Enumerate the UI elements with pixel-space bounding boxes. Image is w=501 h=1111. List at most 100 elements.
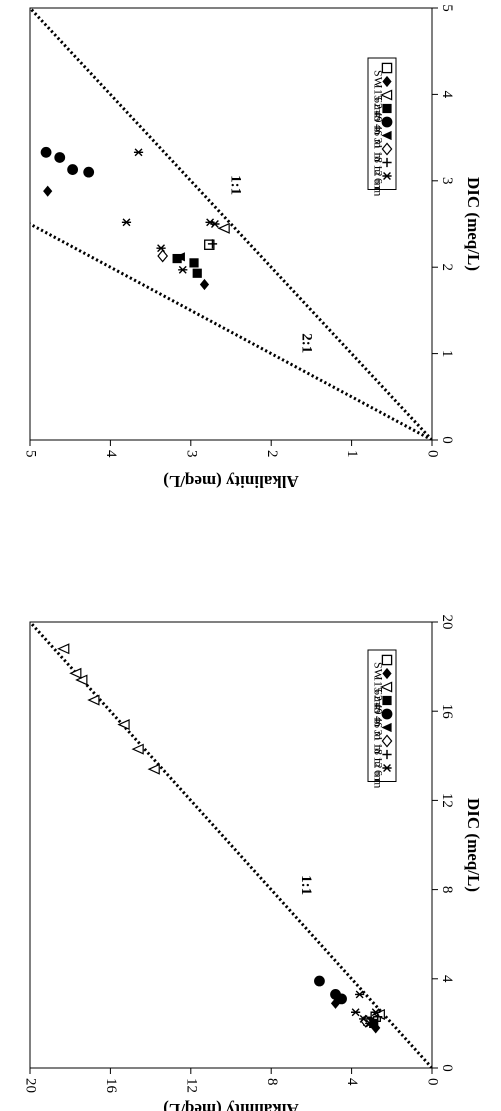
legend-marker (382, 157, 392, 168)
data-points (57, 643, 385, 1034)
point-49-m (189, 258, 199, 268)
legend-label: 49 m (371, 703, 385, 728)
y-tick-label: 5 (23, 450, 39, 458)
y-axis-label: Alkalinity (meq/L) (163, 472, 299, 491)
ratio-label-1-1: 1:1 (227, 175, 243, 195)
x-tick-label: 4 (439, 91, 455, 99)
point-62-m (87, 694, 100, 706)
point-6-m (351, 1008, 361, 1017)
point-62-m (69, 667, 82, 679)
legend-marker (382, 749, 392, 760)
ratio-label-2-1: 2:1 (298, 333, 314, 353)
legend-marker (381, 722, 392, 733)
legend-marker (381, 116, 393, 128)
legend-label: 62 m (371, 689, 385, 714)
y-tick-label: 20 (23, 1078, 39, 1093)
legend-marker (381, 708, 393, 720)
legend-label: 49 m (371, 111, 385, 136)
y-tick-label: 1 (344, 450, 360, 458)
legend-label: 31 m (371, 138, 385, 163)
legend-label: 18 m (371, 743, 385, 768)
y-tick-label: 8 (264, 1078, 280, 1086)
legend-marker (381, 654, 393, 666)
x-tick-label: 0 (439, 436, 455, 444)
ratio-label-1-1: 1:1 (298, 875, 314, 895)
x-tick-label: 5 (439, 4, 455, 12)
legend-marker (382, 667, 392, 680)
legend-marker (381, 142, 393, 156)
legend-marker (381, 62, 393, 74)
legend-marker (382, 172, 392, 180)
point-49-m (172, 253, 182, 264)
legend-label: 115 m (371, 676, 385, 707)
y-tick-label: 4 (344, 1078, 360, 1086)
legend-marker (382, 695, 392, 706)
point-31-m (174, 252, 185, 262)
x-axis-label: DIC (meq/L) (464, 177, 483, 271)
point-6-m (359, 1014, 369, 1023)
legend-label: 12 m (371, 757, 385, 782)
point-46-m (83, 166, 95, 178)
x-tick-label: 16 (439, 704, 455, 720)
legend-label: SW (371, 70, 385, 89)
chart-top: 1:1 2:1 0 1 2 3 4 5 0 1 2 3 4 5 Alkalinity (meq/L) DIC … (23, 4, 484, 491)
y-tick-label: 4 (103, 450, 119, 458)
x-axis-label: DIC (meq/L) (464, 798, 483, 892)
point-115-m (43, 185, 53, 197)
y-tick-label: 2 (264, 450, 280, 458)
point-62-m (75, 674, 88, 686)
point-6-m (355, 990, 365, 999)
legend-marker (381, 734, 393, 748)
x-tick-label: 3 (439, 177, 455, 185)
legend-label: 31 m (371, 730, 385, 755)
legend-label: 6 m (371, 770, 385, 789)
legend-label: 46 m (371, 716, 385, 741)
point-62-m (147, 763, 160, 775)
point-62-m (117, 719, 130, 731)
point-SW (204, 239, 215, 250)
y-tick-label: 0 (425, 1078, 441, 1086)
plot-frame (29, 621, 433, 1069)
legend-marker (379, 89, 393, 101)
legend-label: 115 m (371, 84, 385, 115)
point-6-m (365, 1019, 375, 1028)
legend-marker (382, 75, 392, 88)
legend-label: 12 m (371, 165, 385, 190)
point-49-m (192, 268, 202, 278)
point-62-m (217, 222, 230, 234)
point-12-m (207, 239, 218, 249)
legend-label: 6 m (371, 178, 385, 197)
legend-label: 62 m (371, 97, 385, 122)
legend-label: 46 m (371, 124, 385, 149)
x-tick-label: 4 (439, 975, 455, 983)
x-tick-label: 8 (439, 886, 455, 894)
ratio-line-1-1 (30, 8, 432, 440)
legend-marker (379, 681, 393, 693)
x-tick-label: 20 (439, 615, 455, 630)
data-points (40, 146, 230, 291)
point-6-m (133, 148, 144, 157)
point-115-m (199, 278, 210, 291)
legend-label: SW (371, 662, 385, 681)
point-6-m (210, 220, 220, 228)
legend-marker (382, 764, 392, 772)
ratio-line-2-1 (30, 222, 432, 440)
y-tick-label: 0 (425, 450, 441, 458)
y-tick-label: 12 (183, 1078, 199, 1093)
point-46-m (314, 975, 325, 987)
point-62-m (131, 743, 144, 755)
point-6-m (121, 218, 132, 227)
point-46-m (40, 146, 52, 158)
x-tick-label: 2 (439, 263, 455, 271)
x-tick-label: 0 (439, 1064, 455, 1072)
point-46-m (54, 152, 66, 163)
point-18-m (157, 249, 169, 263)
y-axis-label: Alkalinity (meq/L) (163, 1100, 299, 1111)
y-tick-label: 3 (183, 450, 199, 458)
x-tick-label: 1 (439, 350, 455, 358)
point-62-m (57, 643, 70, 655)
point-6-m (371, 1008, 381, 1017)
